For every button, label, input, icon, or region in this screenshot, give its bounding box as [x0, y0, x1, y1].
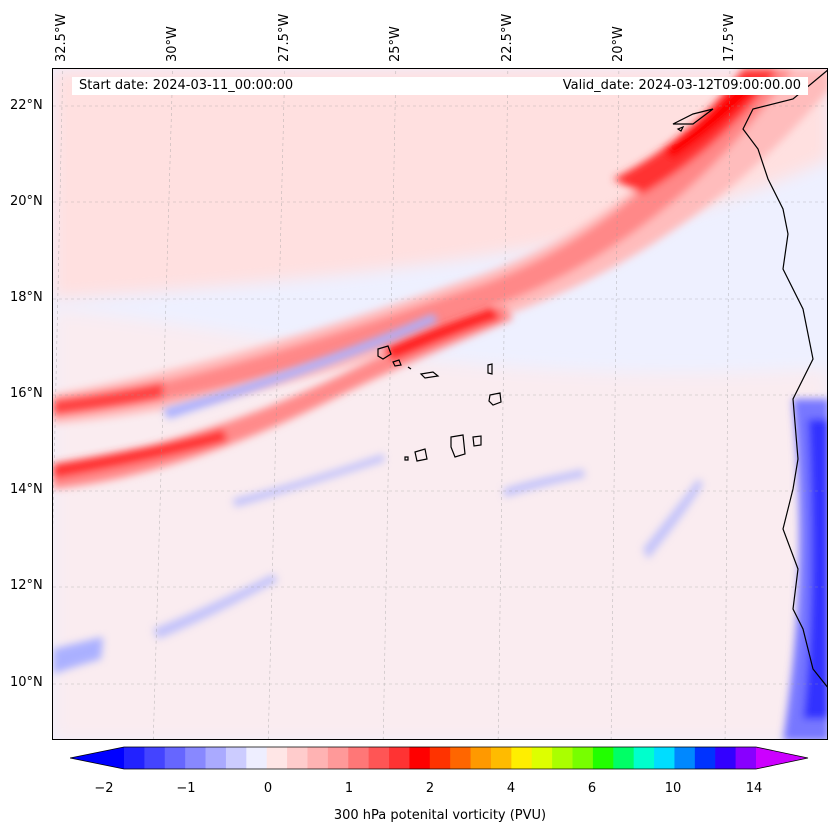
colorbar-tick-neg2: −2 [94, 781, 114, 796]
colorbar-segment [450, 747, 472, 769]
colorbar-tick-6: 6 [587, 781, 597, 796]
potential-vorticity-map [53, 69, 827, 739]
valid-date-label: Valid_date: 2024-03-12T09:00:00.00 [562, 78, 801, 93]
colorbar-extend-high [756, 747, 808, 769]
colorbar-tick-4: 4 [506, 781, 516, 796]
start-date-label: Start date: 2024-03-11_00:00:00 [79, 78, 294, 93]
lon-label-27-5w: 27.5°W [277, 13, 292, 62]
pv-negative-streaks [53, 314, 827, 739]
island-santo-antao [377, 345, 392, 360]
lon-label-20w: 20°W [611, 26, 626, 62]
lon-label-22-5w: 22.5°W [500, 13, 515, 62]
colorbar-segment [572, 747, 594, 769]
map-gridlines [53, 69, 827, 739]
pv-secondary-band [53, 304, 513, 489]
lat-label-18n: 18°N [10, 290, 43, 305]
colorbar-segment [511, 747, 533, 769]
colorbar-segment [409, 747, 431, 769]
pv-jet-band [53, 69, 827, 424]
colorbar-tick-neg1: −1 [176, 781, 196, 796]
lat-label-10n: 10°N [10, 675, 43, 690]
coastline [377, 69, 827, 688]
colorbar-segment [490, 747, 512, 769]
colorbar-segment [633, 747, 655, 769]
colorbar-segment [429, 747, 451, 769]
colorbar-segment [368, 747, 390, 769]
lat-label-14n: 14°N [10, 482, 43, 497]
island-santiago [450, 434, 466, 458]
colorbar-segment [307, 747, 329, 769]
colorbar-segment [389, 747, 410, 769]
lon-label-25w: 25°W [388, 26, 403, 62]
map-panel [52, 68, 828, 740]
lat-label-12n: 12°N [10, 578, 43, 593]
colorbar-tick-1: 1 [344, 781, 354, 796]
colorbar-outline [70, 746, 809, 770]
colorbar-tick-0: 0 [263, 781, 273, 796]
colorbar-segment [164, 747, 186, 769]
colorbar-segment [144, 747, 166, 769]
colorbar-extend-low [70, 747, 124, 769]
colorbar-segment [531, 747, 553, 769]
colorbar-segment [613, 747, 635, 769]
lon-label-17-5w: 17.5°W [722, 13, 737, 62]
colorbar-segment [674, 747, 696, 769]
colorbar-segment [552, 747, 574, 769]
colorbar-segment [205, 747, 227, 769]
colorbar-tick-2: 2 [425, 781, 435, 796]
date-annotation-bar [72, 77, 808, 95]
colorbar-segment [287, 747, 308, 769]
lat-label-16n: 16°N [10, 386, 43, 401]
colorbar-segment [266, 747, 288, 769]
colorbar-segment [246, 747, 268, 769]
colorbar-segment [185, 747, 207, 769]
colorbar-segment [124, 747, 145, 769]
lat-label-22n: 22°N [10, 98, 43, 113]
colorbar-segment [694, 747, 716, 769]
colorbar-segment [715, 747, 737, 769]
colorbar-tick-14: 14 [745, 781, 763, 796]
colorbar-segment [470, 747, 492, 769]
colorbar-segment [654, 747, 675, 769]
lat-label-20n: 20°N [10, 194, 43, 209]
colorbar-segment [592, 747, 614, 769]
colorbar-tick-10: 10 [664, 781, 682, 796]
colorbar-title: 300 hPa potenital vorticity (PVU) [333, 808, 547, 823]
colorbar-segment [735, 747, 757, 769]
colorbar [70, 746, 809, 770]
lon-label-30w: 30°W [165, 26, 180, 62]
colorbar-segment [327, 747, 349, 769]
colorbar-segment [348, 747, 370, 769]
lon-label-32-5w: 32.5°W [54, 13, 69, 62]
colorbar-segment [225, 747, 247, 769]
